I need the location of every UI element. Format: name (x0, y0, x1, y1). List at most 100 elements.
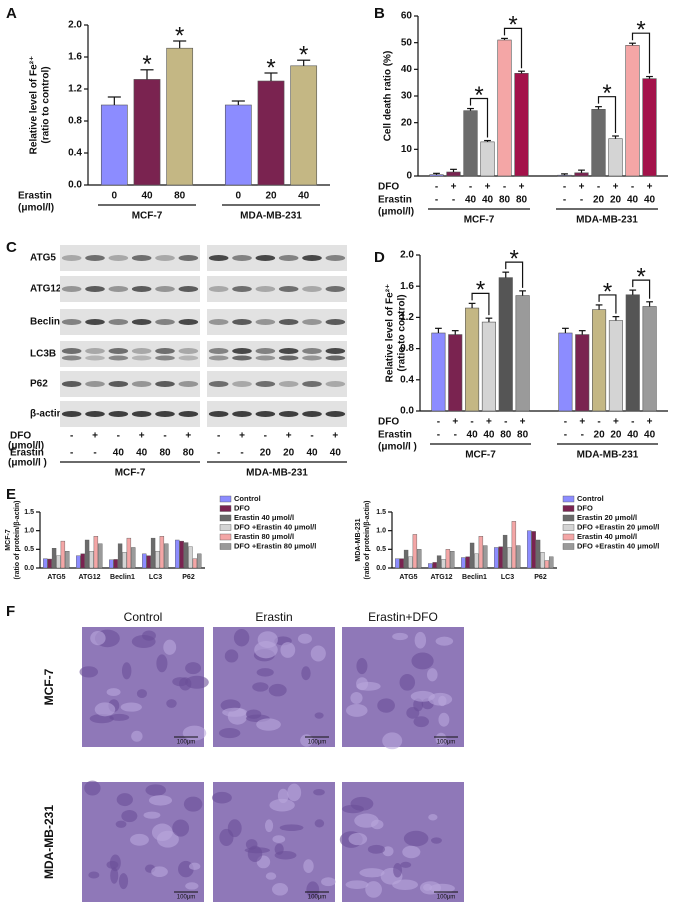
y-axis-label: Relative level of Fe²⁺ (29, 56, 40, 155)
group-label: MCF-7 (115, 468, 146, 479)
blot-band (155, 286, 175, 292)
cell (106, 688, 121, 697)
bar (188, 546, 193, 569)
significance: * (175, 22, 184, 49)
bar (480, 141, 495, 177)
x-tick-label: - (563, 182, 566, 193)
bar (431, 332, 446, 412)
blot-band (131, 348, 152, 354)
blot-band (302, 286, 322, 292)
x-tick-label: - (631, 182, 634, 193)
column-label: Control (124, 610, 163, 624)
bar (109, 559, 114, 569)
x-tick-label: 20 (265, 191, 277, 202)
protein-label: P62 (30, 379, 48, 390)
lane-label: 40 (306, 448, 318, 459)
x-tick-label: - (437, 417, 440, 428)
bar (592, 309, 607, 412)
cell (279, 824, 304, 831)
blot-band (85, 381, 105, 387)
blot-band (61, 355, 82, 361)
blot-band (255, 255, 276, 261)
bar (290, 65, 318, 186)
blot-band (255, 286, 276, 292)
blot-band (302, 355, 322, 361)
cell (172, 677, 189, 687)
legend-swatch (562, 524, 575, 531)
lane-label: - (240, 448, 243, 459)
blot-band (325, 355, 346, 361)
cell (438, 712, 450, 727)
cell (224, 649, 239, 663)
blot-band (302, 381, 322, 387)
bar (142, 553, 147, 569)
y-tick-label: 0.0 (376, 565, 386, 572)
cell (222, 707, 248, 717)
blot-band (232, 411, 252, 417)
bar (544, 560, 550, 569)
blot-band (232, 319, 252, 325)
x-tick-label: Beclin1 (462, 574, 487, 581)
bar (642, 78, 657, 177)
significance: * (636, 263, 645, 290)
bar (463, 110, 478, 177)
row-label: Erastin (378, 430, 412, 441)
blot-band (61, 255, 82, 261)
cell (252, 682, 269, 692)
bar (133, 79, 161, 186)
bar (98, 543, 103, 569)
group-label: MDA-MB-231 (577, 450, 639, 461)
bar (450, 551, 455, 569)
cell (348, 832, 368, 846)
cell (116, 793, 133, 807)
bar (89, 551, 94, 569)
lane-label: 20 (283, 448, 295, 459)
cell (414, 631, 427, 649)
cell (313, 788, 325, 796)
bar (146, 555, 151, 569)
bracket (505, 261, 524, 288)
x-tick-label: 80 (516, 195, 528, 206)
cell (88, 871, 100, 879)
bar (557, 174, 572, 177)
blot-band (155, 319, 175, 325)
bar (175, 539, 180, 569)
cell (321, 877, 336, 887)
cell (345, 880, 369, 889)
bar (60, 540, 66, 569)
cell (148, 795, 173, 806)
x-tick-label: LC3 (149, 574, 162, 581)
cell (90, 631, 106, 646)
blot-band (108, 411, 129, 417)
x-tick-label: 0 (236, 191, 242, 202)
x-tick-label: P62 (534, 574, 547, 581)
legend-label: Control (577, 494, 604, 503)
cell (268, 683, 287, 697)
bar (549, 556, 554, 569)
cell (350, 796, 374, 811)
cell (265, 872, 277, 880)
lane-label: - (70, 448, 73, 459)
bar (608, 320, 623, 412)
cell (367, 844, 385, 854)
significance: * (476, 277, 485, 304)
cell (211, 791, 232, 804)
blot-band (278, 255, 299, 261)
legend-swatch (219, 524, 232, 531)
x-tick-label: + (647, 417, 653, 428)
scale-label: 100μm (177, 895, 195, 901)
y-tick-label: 2.0 (68, 20, 82, 31)
blot-band (85, 348, 105, 354)
blot-band (61, 348, 82, 354)
x-tick-label: - (452, 195, 455, 206)
y-tick-label: 1.2 (68, 84, 82, 95)
x-tick-label: - (580, 195, 583, 206)
cell (256, 718, 281, 731)
row-label: DFO (378, 417, 399, 428)
legend-swatch (562, 514, 575, 522)
legend-swatch (219, 543, 232, 550)
group-label: MCF-7 (464, 215, 495, 226)
x-tick-label: 80 (499, 195, 511, 206)
cell (382, 732, 403, 750)
x-tick-label: - (564, 430, 567, 441)
